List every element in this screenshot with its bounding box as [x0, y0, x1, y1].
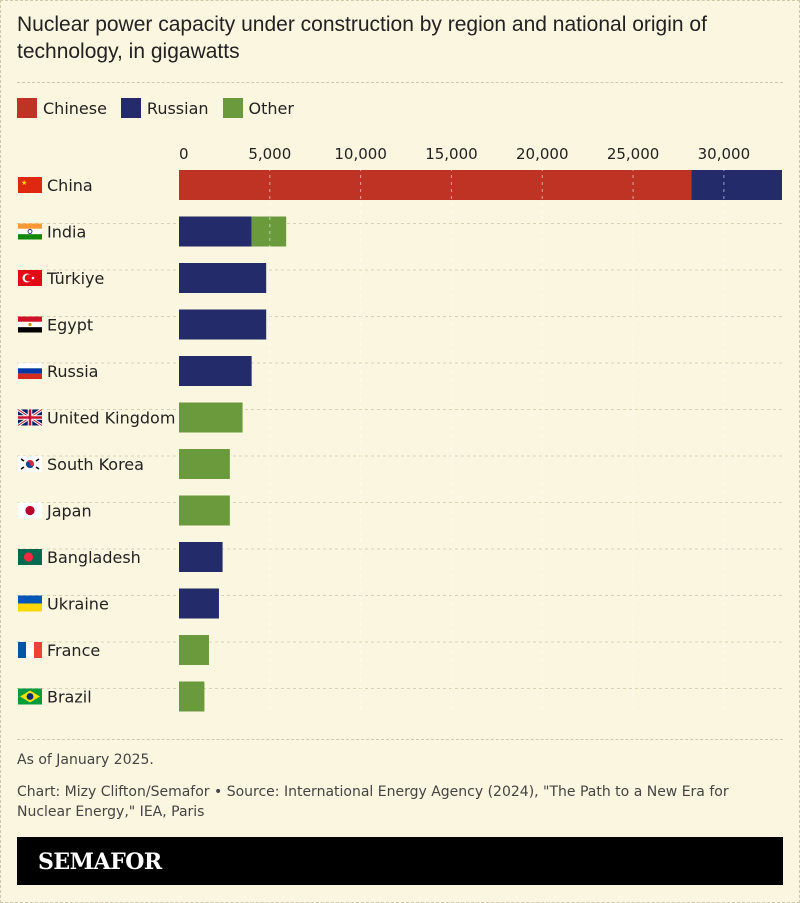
category-label: Brazil [47, 688, 92, 707]
bar-segment-russian [179, 356, 252, 386]
bar-segment-other [179, 449, 230, 479]
bar-row: Japan [18, 495, 230, 526]
bar-row: France [18, 635, 209, 665]
egypt-flag-icon [18, 316, 42, 333]
legend-item-other: Other [222, 98, 294, 118]
category-label: United Kingdom [47, 409, 175, 428]
bar-row: Türkiye [18, 263, 267, 293]
bar-row: Brazil [18, 681, 205, 712]
category-label: India [47, 223, 86, 242]
bar-row: ★ China [18, 170, 782, 200]
x-tick-label: 10,000 [334, 145, 387, 163]
legend-label-russian: Russian [146, 98, 209, 118]
bar-segment-russian [179, 216, 252, 247]
chart-note: As of January 2025. [17, 752, 154, 768]
brand-bar: SEMAFOR [17, 837, 783, 885]
legend-swatch-chinese [17, 98, 37, 118]
chart-source: Chart: Mizy Clifton/Semafor • Source: In… [17, 784, 729, 820]
chart-title: Nuclear power capacity under constructio… [17, 13, 707, 63]
bar-segment-russian [179, 588, 219, 619]
legend-item-russian: Russian [120, 98, 209, 118]
bangladesh-flag-icon [18, 549, 42, 565]
turkiye-flag-icon [18, 270, 42, 286]
title-divider [17, 82, 783, 83]
category-label: Russia [47, 362, 98, 381]
legend-swatch-other [222, 98, 243, 118]
legend-swatch-russian [120, 98, 141, 118]
bar-segment-other [179, 635, 209, 665]
footer-divider [17, 739, 783, 740]
russia-flag-icon [17, 362, 43, 379]
bar-row: South Korea [18, 449, 230, 479]
france-flag-icon [18, 642, 42, 658]
category-label: Türkiye [46, 269, 104, 288]
category-label: France [47, 641, 100, 660]
bar-segment-chinese [179, 170, 692, 200]
x-tick-label: 0 [179, 145, 189, 163]
bar-segment-russian [179, 542, 223, 572]
bar-segment-other [179, 495, 230, 526]
uk-flag-icon [17, 408, 43, 427]
bar-row: India [18, 216, 287, 247]
category-label: Japan [46, 502, 92, 521]
x-tick-label: 15,000 [425, 145, 478, 163]
category-label: Bangladesh [47, 548, 141, 567]
category-label: South Korea [47, 455, 144, 474]
bar-segment-russian [179, 263, 267, 293]
svg-text:★: ★ [21, 179, 27, 187]
legend: Chinese Russian Other [17, 95, 294, 121]
bar-segment-other [179, 681, 205, 712]
bar-row: Ukraine [18, 588, 219, 619]
bar-segment-russian [691, 170, 782, 200]
category-label: Egypt [47, 316, 93, 335]
india-flag-icon [18, 223, 42, 240]
semafor-logo: SEMAFOR [38, 849, 162, 875]
bar-segment-russian [179, 309, 267, 340]
bar-row: Bangladesh [18, 542, 223, 572]
legend-label-chinese: Chinese [43, 98, 107, 118]
bar-row: Russia [17, 356, 252, 386]
china-flag-icon: ★ [18, 177, 42, 193]
south-korea-flag-icon [18, 456, 42, 472]
category-label: Ukraine [47, 595, 109, 614]
legend-item-chinese: Chinese [17, 98, 107, 118]
category-label: China [47, 176, 93, 195]
japan-flag-icon [18, 502, 42, 519]
x-tick-label: 5,000 [248, 145, 291, 163]
x-tick-label: 30,000 [698, 145, 751, 163]
bar-row: Egypt [18, 309, 267, 340]
bar-chart: 0 5,000 10,000 15,000 20,000 25,000 30,000 ★ Chi… [17, 145, 783, 712]
legend-label-other: Other [248, 98, 294, 118]
bar-row: United Kingdom [17, 402, 243, 433]
ukraine-flag-icon [18, 595, 42, 612]
x-tick-label: 25,000 [607, 145, 660, 163]
x-tick-label: 20,000 [516, 145, 569, 163]
brazil-flag-icon [18, 688, 42, 705]
bar-segment-other [251, 216, 287, 247]
bar-segment-other [179, 402, 243, 433]
